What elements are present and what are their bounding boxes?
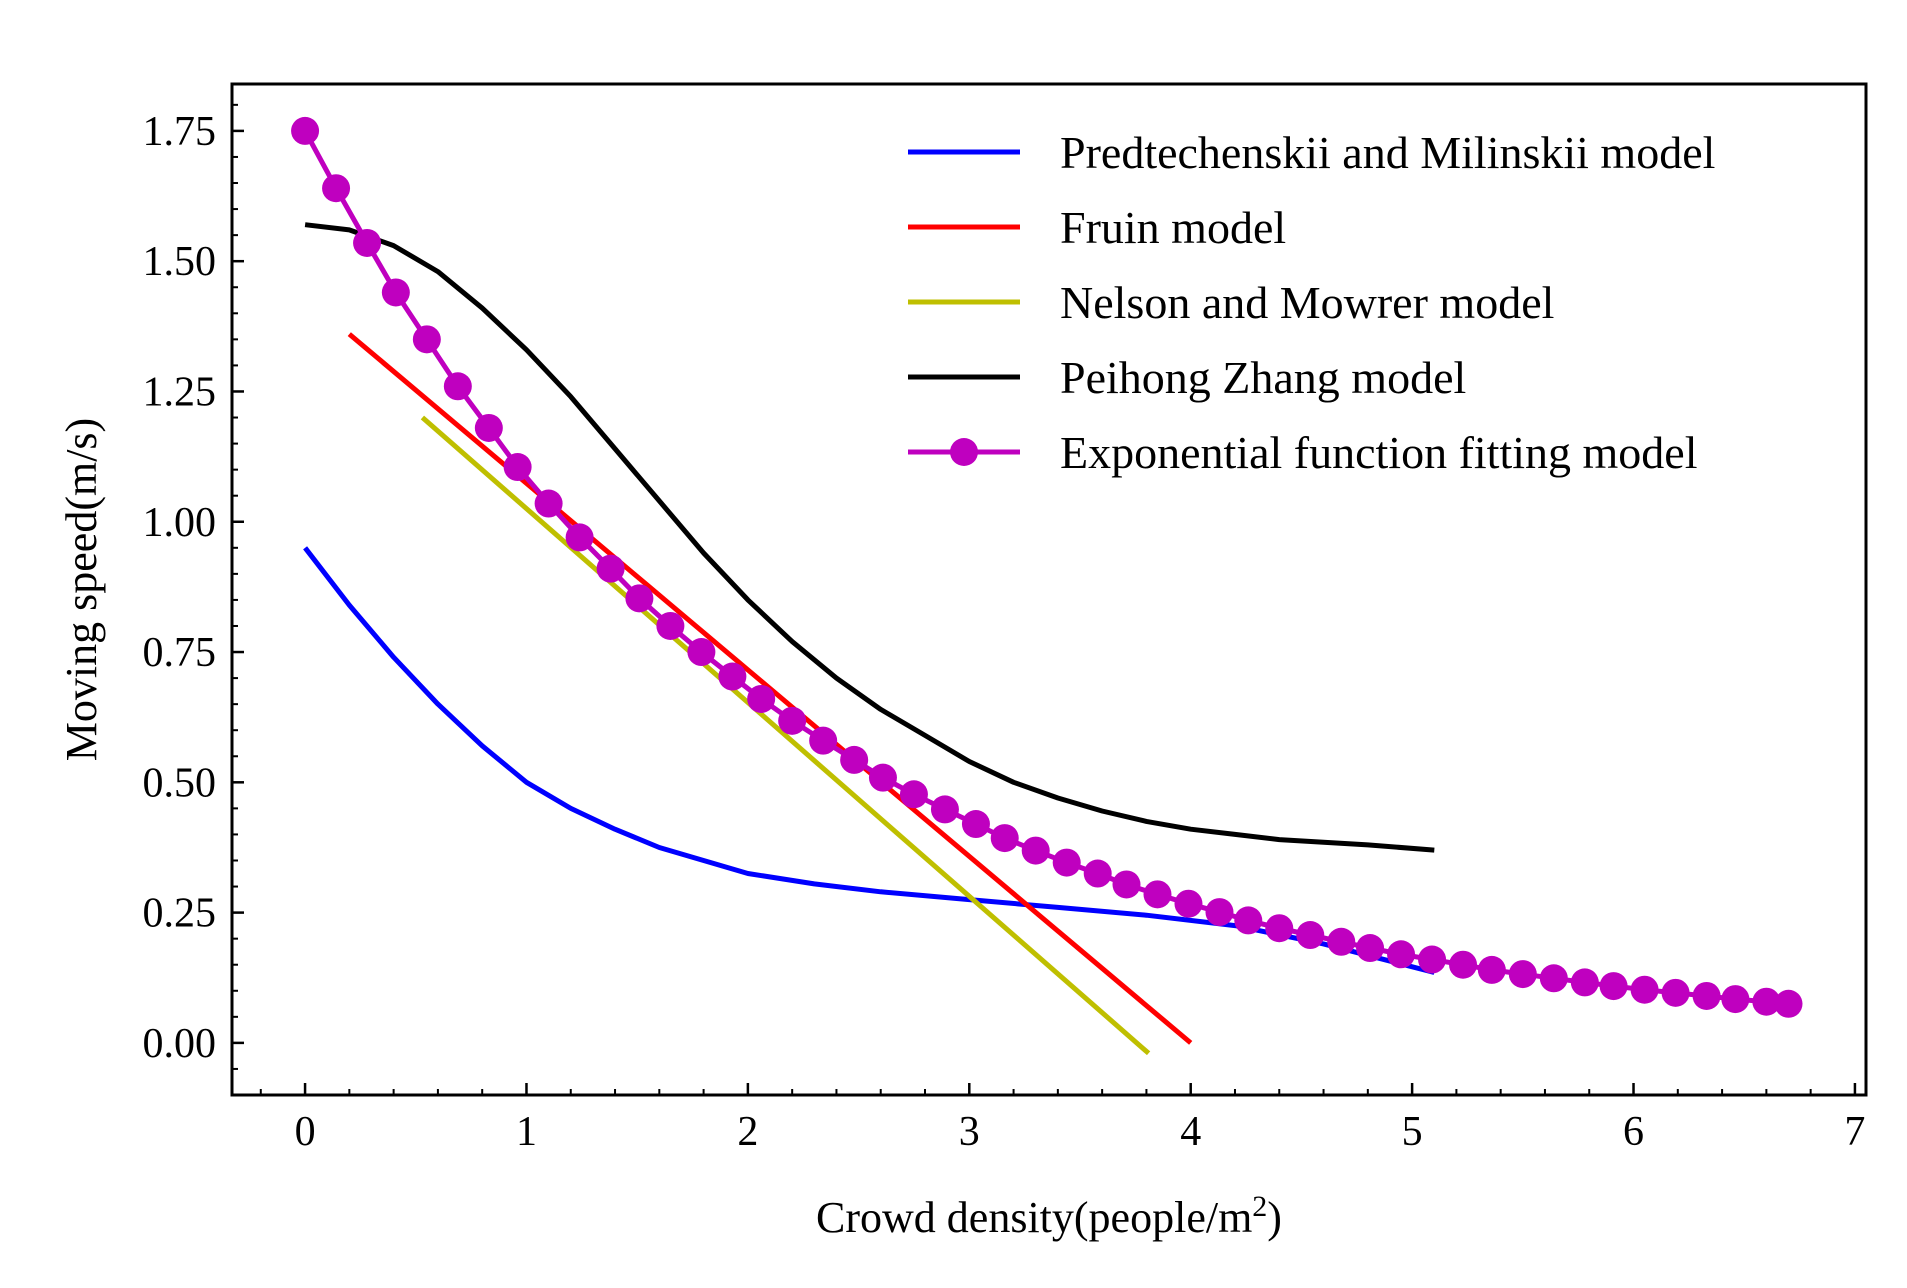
- data-point: [1387, 940, 1416, 969]
- plot-frame: [230, 82, 1868, 1097]
- series-line: [420, 415, 1151, 1056]
- data-point: [322, 174, 351, 203]
- x-axis-title: Crowd density(people/m2): [816, 1190, 1282, 1243]
- y-tick-label: 1.00: [143, 500, 217, 546]
- x-axis-title-close: ): [1267, 1193, 1282, 1242]
- x-tick-label: 0: [295, 1109, 316, 1155]
- data-point: [718, 662, 747, 691]
- data-point: [1570, 968, 1599, 997]
- series-exponential-function-fitting-model: [291, 116, 1803, 1018]
- data-point: [443, 372, 472, 401]
- y-tick-label: 1.75: [143, 109, 217, 155]
- legend-item: Predtechenskii and Milinskii model: [908, 127, 1715, 178]
- series-predtechenskii-and-milinskii-model: [303, 546, 1435, 975]
- legend-marker: [950, 438, 978, 466]
- data-point: [412, 325, 441, 354]
- data-point: [1630, 975, 1659, 1004]
- data-point: [1083, 859, 1112, 888]
- legend-label: Predtechenskii and Milinskii model: [1060, 127, 1715, 178]
- data-point: [534, 489, 563, 518]
- data-point: [961, 810, 990, 839]
- legend-item: Exponential function fitting model: [908, 427, 1698, 478]
- tick-labels: 0 1 2 3 4 5 6 7 0.00 0.25 0.50 0.75 1.00 1.25 1.50 1.75: [143, 109, 1866, 1155]
- data-point: [1052, 848, 1081, 877]
- data-point: [474, 413, 503, 442]
- data-point: [1692, 981, 1721, 1010]
- series-peihong-zhang-model: [304, 222, 1435, 853]
- legend-label: Peihong Zhang model: [1060, 352, 1466, 403]
- data-point: [1356, 934, 1385, 963]
- data-point: [1265, 914, 1294, 943]
- data-point: [353, 228, 382, 257]
- series-nelson-and-mowrer-model: [420, 415, 1151, 1056]
- data-point: [1205, 898, 1234, 927]
- x-tick-label: 4: [1180, 1109, 1201, 1155]
- data-point: [1477, 955, 1506, 984]
- data-point: [747, 684, 776, 713]
- y-tick-label: 0.25: [143, 891, 217, 937]
- data-point: [990, 824, 1019, 853]
- legend-label: Exponential function fitting model: [1060, 427, 1698, 478]
- data-point: [625, 584, 654, 613]
- data-point: [1508, 960, 1537, 989]
- data-point: [840, 745, 869, 774]
- x-tick-label: 3: [959, 1109, 980, 1155]
- data-point: [1539, 964, 1568, 993]
- legend-label: Fruin model: [1060, 202, 1286, 253]
- x-axis-title-superscript: 2: [1252, 1190, 1267, 1223]
- y-tick-label: 0.50: [143, 760, 217, 806]
- x-tick-label: 5: [1402, 1109, 1423, 1155]
- data-point: [656, 611, 685, 640]
- data-point: [1174, 889, 1203, 918]
- y-axis-title: Moving speed(m/s): [57, 418, 106, 761]
- y-tick-label: 1.25: [143, 369, 217, 415]
- legend-item: Peihong Zhang model: [908, 352, 1466, 403]
- data-point: [1021, 836, 1050, 865]
- data-point: [1721, 985, 1750, 1014]
- x-tick-label: 2: [737, 1109, 758, 1155]
- data-point: [596, 554, 625, 583]
- legend-item: Fruin model: [908, 202, 1286, 253]
- data-point: [1661, 978, 1690, 1007]
- data-point: [1112, 870, 1141, 899]
- x-tick-label: 6: [1623, 1109, 1644, 1155]
- data-point: [1599, 972, 1628, 1001]
- data-point: [1752, 987, 1781, 1016]
- data-point: [1449, 950, 1478, 979]
- data-point: [868, 763, 897, 792]
- data-point: [1327, 927, 1356, 956]
- data-point: [565, 523, 594, 552]
- data-point: [503, 453, 532, 482]
- data-point: [899, 780, 928, 809]
- y-tick-label: 0.75: [143, 630, 217, 676]
- y-tick-label: 1.50: [143, 239, 217, 285]
- y-tick-label: 0.00: [143, 1021, 217, 1067]
- data-point: [930, 795, 959, 824]
- data-point: [687, 638, 716, 667]
- data-point: [809, 726, 838, 755]
- data-point: [381, 278, 410, 307]
- data-point: [1418, 945, 1447, 974]
- x-tick-label: 1: [516, 1109, 537, 1155]
- legend-label: Nelson and Mowrer model: [1060, 277, 1554, 328]
- data-point: [1143, 880, 1172, 909]
- legend-item: Nelson and Mowrer model: [908, 277, 1554, 328]
- data-point: [1774, 989, 1803, 1018]
- data-point: [291, 116, 320, 145]
- legend: Predtechenskii and Milinskii model Fruin …: [908, 127, 1715, 478]
- series-layer: [291, 116, 1803, 1056]
- series-line: [304, 222, 1435, 853]
- x-axis-title-main: Crowd density(people/m: [816, 1193, 1252, 1242]
- data-point: [1234, 906, 1263, 935]
- x-tick-label: 7: [1844, 1109, 1865, 1155]
- series-line: [303, 546, 1435, 975]
- data-point: [1296, 921, 1325, 950]
- data-point: [778, 706, 807, 735]
